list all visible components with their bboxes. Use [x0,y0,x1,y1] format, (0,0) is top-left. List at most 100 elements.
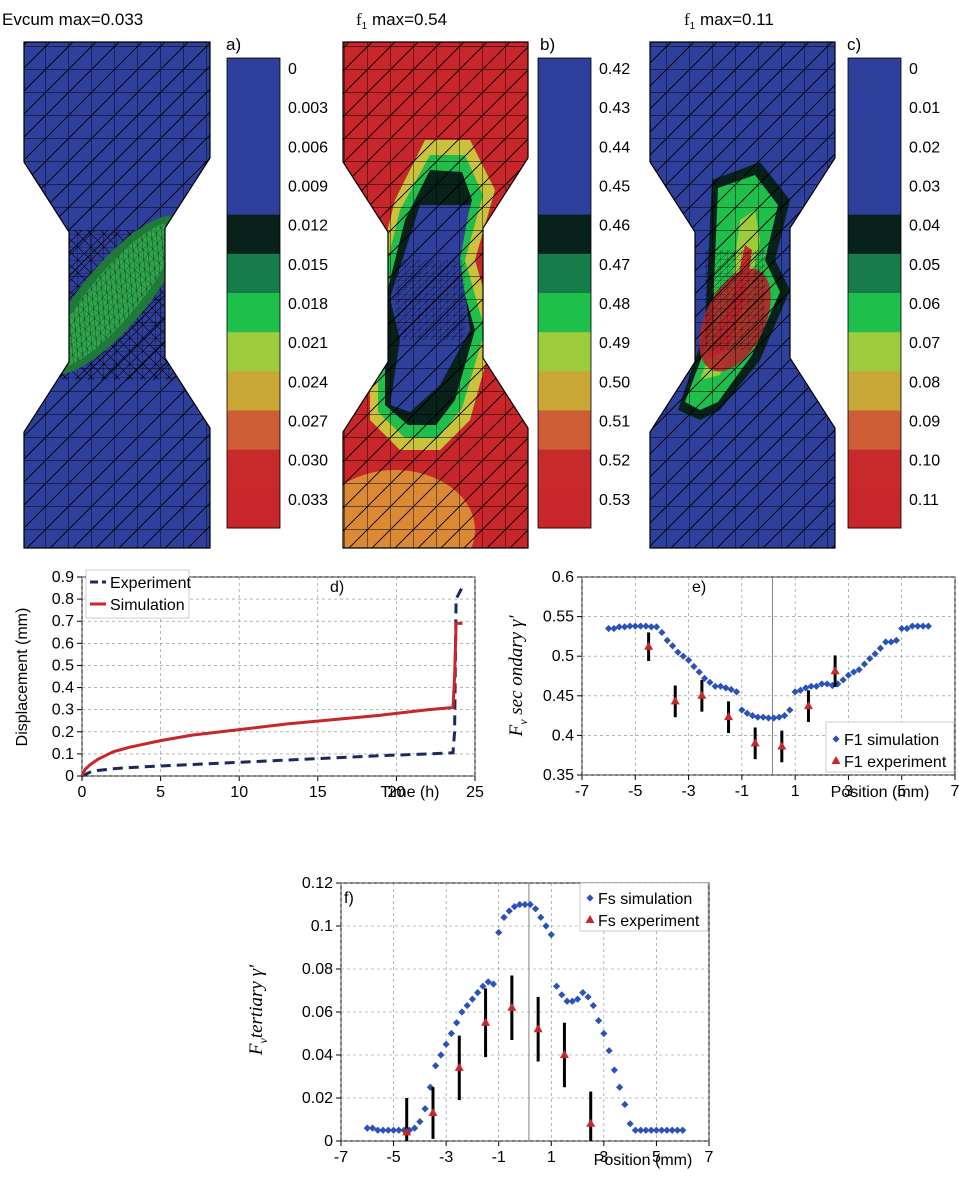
colorbar-label: 0.003 [288,100,328,117]
colorbar-swatch [848,488,901,529]
sim-point [542,922,550,930]
sim-point [823,680,831,688]
colorbar-swatch [848,371,901,411]
sim-point [855,666,863,674]
colorbar-label: 0.47 [599,257,630,274]
colorbar-swatch [538,371,591,411]
colorbar-swatch [227,449,280,490]
sim-point [495,928,503,937]
colorbar-swatch [538,449,591,490]
panel-a-letter: a) [226,35,241,54]
colorbar-label: 0.45 [599,179,630,196]
sim-point [605,624,613,633]
x-tick-label: 7 [951,783,959,800]
colorbar-label: 0.44 [599,139,630,156]
sim-point [637,1126,645,1134]
y-tick-label: 0.04 [302,1047,333,1064]
sim-point [866,654,874,663]
colorbar-swatch [227,136,280,176]
colorbar-swatch [848,449,901,490]
sim-point [673,1126,682,1134]
sim-point [711,682,719,690]
y-tick-label: 0.8 [52,591,74,608]
sim-point [780,712,789,720]
sim-point [903,624,911,633]
y-tick-label: 0.4 [552,727,574,744]
sim-point [684,656,693,664]
y-tick-label: 0 [65,768,74,785]
sim-point [595,1017,603,1025]
y-axis-label: Fvtertiary γ' [246,964,270,1056]
sim-point [447,1029,455,1038]
x-tick-label: 1 [547,1149,556,1166]
sim-point [812,682,821,690]
y-tick-label: 0.1 [311,918,333,935]
colorbar-swatch [538,97,591,137]
exp-point [481,1017,491,1026]
sim-point [722,684,730,692]
colorbar-swatch [538,293,591,333]
sim-point [690,662,698,671]
colorbar-label: 0.021 [288,335,328,352]
sim-point [663,1126,671,1134]
exp-point [697,690,707,699]
legend: Experiment Simulation [85,569,191,619]
sim-point [531,905,540,913]
sim-point [674,648,682,656]
sim-point [605,1047,613,1055]
colorbar-label: 0.52 [599,453,630,470]
colorbar-swatch [538,253,591,294]
y-tick-label: 0.7 [52,613,74,630]
y-tick-label: 0.02 [302,1090,333,1107]
sim-point [844,671,853,679]
legend-swatch [832,735,840,743]
x-tick-label: 5 [156,784,165,801]
sim-point [621,623,629,631]
y-tick-label: 0.6 [52,635,74,652]
exp-point [533,1024,543,1033]
panel-f-letter: f) [344,890,354,907]
y-tick-label: 0.5 [52,657,74,674]
sim-point [615,623,623,631]
colorbar-label: 0.42 [599,61,630,78]
sim-point [754,713,762,721]
sim-point [558,991,566,999]
sim-point [626,1120,634,1128]
sim-point [775,713,783,721]
x-tick-label: -1 [735,783,749,800]
exp-point [670,696,680,705]
sim-point [526,900,534,909]
colorbar-label: 0.009 [288,179,328,196]
sim-point [658,628,666,637]
colorbar-label: 0.53 [599,492,630,509]
sim-point [653,623,661,631]
sim-point [850,668,858,676]
sim-point [510,903,519,911]
sim-point [716,682,725,690]
colorbar-label: 0.05 [909,257,940,274]
x-tick-label: 20 [388,784,406,801]
colorbar-swatch [227,175,280,216]
sim-point [743,709,751,717]
sim-point [914,622,922,630]
exp-point [750,738,760,747]
legend-label: F1 experiment [844,754,947,771]
x-axis-label: Position (mm) [594,1152,693,1169]
colorbar-swatch [538,488,591,529]
panel-c: f1 max=0.11 c) 0 0.01 0.02 0.03 0.04 0.05 0.06… [649,10,940,549]
sim-point [647,1126,655,1134]
colorbar-label: 0.43 [599,100,630,117]
sim-point [384,1126,392,1134]
colorbar-swatch [227,293,280,333]
x-tick-label: -5 [628,783,642,800]
sim-point [489,980,498,988]
sim-point [421,1105,429,1113]
sim-point [882,638,890,646]
y-tick-label: 0.9 [52,569,74,586]
colorbar-swatch [848,175,901,216]
colorbar-swatch [848,253,901,294]
exp-point [454,1062,464,1071]
colorbar-label: 0.07 [909,335,940,352]
colorbar-label: 0.02 [909,139,940,156]
